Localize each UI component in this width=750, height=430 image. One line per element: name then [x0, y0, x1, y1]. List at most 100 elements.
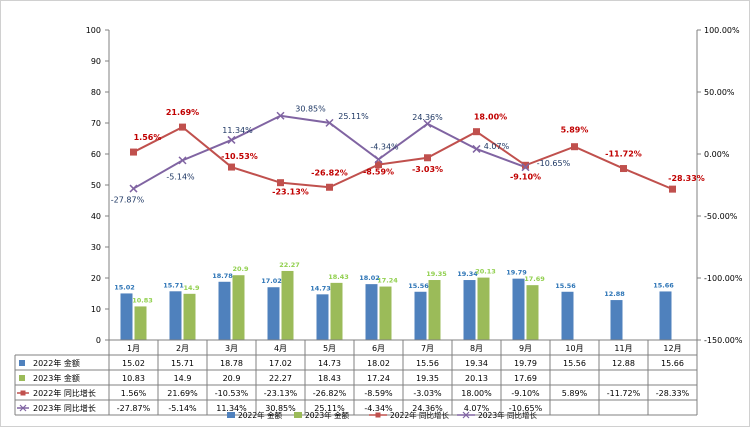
- bar-label-2022: 15.71: [163, 281, 184, 289]
- table-cell: 19.34: [465, 359, 488, 368]
- table-cell: 20.13: [465, 374, 488, 383]
- table-cell: -10.53%: [215, 389, 249, 398]
- bar-2022: [267, 287, 280, 340]
- right-tick-label: -150.00%: [704, 336, 743, 345]
- table-cell: 17.24: [367, 374, 390, 383]
- right-tick-label: 50.00%: [704, 88, 735, 97]
- marker-2022: [571, 143, 578, 151]
- marker-2022: [424, 154, 431, 162]
- legend-item: 2023年 金额: [294, 410, 349, 420]
- line-label-2022: -11.72%: [605, 150, 642, 159]
- bar-label-2022: 12.88: [604, 290, 625, 298]
- table-cell: 24.36%: [412, 404, 443, 413]
- marker-2023: [374, 155, 383, 164]
- table-cell: 20.9: [223, 374, 241, 383]
- legend-label: 2023年 同比增长: [478, 410, 537, 420]
- left-tick-label: 20: [91, 274, 101, 283]
- left-tick-label: 30: [91, 243, 101, 252]
- left-tick-label: 40: [91, 212, 101, 221]
- bar-label-2023: 17.24: [377, 277, 398, 285]
- marker-2023: [325, 118, 334, 127]
- line-label-2023: 11.34%: [222, 126, 253, 135]
- table-cell: 5.89%: [562, 389, 588, 398]
- right-tick-label: 100.00%: [704, 26, 740, 35]
- legend-item: 2022年 金额: [227, 410, 282, 420]
- legend-key-swatch: [19, 375, 25, 381]
- table-cell: -23.13%: [264, 389, 298, 398]
- legend-label: 2022年 同比增长: [390, 410, 449, 420]
- table-cell: -4.34%: [364, 404, 393, 413]
- line-2022-growth: [133, 125, 673, 191]
- line-label-2022: 5.89%: [561, 126, 589, 135]
- bar-label-2022: 15.02: [114, 283, 135, 291]
- data-table: 1月 2月 3月 4月 5月 6月 7月 8月 9月 10月 11月 12月 2022年 金额 15.02…: [14, 339, 698, 416]
- bar-2022: [463, 280, 476, 340]
- table-cell: 18.00%: [461, 389, 492, 398]
- marker-2022: [179, 123, 186, 131]
- marker-2023-stroke: [472, 144, 481, 153]
- line-label-2023: 30.85%: [295, 105, 326, 114]
- table-row-label: 2022年 金额: [33, 358, 80, 368]
- table-cell: 15.56: [563, 359, 586, 368]
- left-tick-label: 60: [91, 150, 101, 159]
- bar-label-2022: 15.56: [408, 282, 429, 290]
- right-tick-label: -100.00%: [704, 274, 743, 283]
- left-tick-label: 100: [86, 26, 101, 35]
- bar-2023: [183, 293, 196, 340]
- table-cell: -11.72%: [607, 389, 641, 398]
- category-label: 11月: [614, 344, 632, 353]
- left-tick-label: 70: [91, 119, 101, 128]
- table-cell: -10.65%: [509, 404, 543, 413]
- line-label-2023: 24.36%: [412, 113, 443, 122]
- left-tick-label: 80: [91, 88, 101, 97]
- table-cell: 18.43: [318, 374, 341, 383]
- table-cell: 14.73: [318, 359, 341, 368]
- table-cell: 1.56%: [121, 389, 147, 398]
- table-cell: 10.83: [122, 374, 145, 383]
- category-label: 1月: [127, 344, 140, 353]
- bar-label-2022: 18.78: [212, 272, 233, 280]
- marker-2023-stroke: [129, 184, 138, 193]
- right-tick-label: -50.00%: [704, 212, 738, 221]
- marker-2022: [326, 183, 333, 191]
- line-label-2022: -3.03%: [412, 165, 443, 174]
- line-label-2022: -26.82%: [311, 168, 348, 177]
- bar-2022: [659, 291, 672, 340]
- bar-2022: [414, 291, 427, 340]
- line-label-2022: -23.13%: [272, 188, 309, 197]
- table-cell: -9.10%: [511, 389, 540, 398]
- marker-2023: [423, 119, 432, 128]
- marker-2023-stroke: [374, 155, 383, 164]
- bar-2023: [134, 306, 147, 340]
- legend-key-swatch: [19, 360, 25, 366]
- table-row-label: 2023年 金额: [33, 373, 80, 383]
- bar-2023: [526, 285, 539, 340]
- table-cell: 15.02: [122, 359, 145, 368]
- line-label-2023: -4.34%: [370, 142, 399, 151]
- table-cell: 19.79: [514, 359, 537, 368]
- line-label-2022: 21.69%: [166, 108, 199, 117]
- line-label-2022: -8.59%: [363, 168, 394, 177]
- legend-marker: [462, 411, 470, 419]
- category-label: 2月: [176, 344, 189, 353]
- legend-key-marker: [20, 390, 26, 396]
- bar-label-2022: 18.02: [359, 274, 380, 282]
- bar-label-2023: 17.69: [524, 275, 545, 283]
- marker-2022: [669, 185, 676, 193]
- table-cell: 11.34%: [216, 404, 247, 413]
- legend-swatch: [227, 412, 235, 418]
- table-cell: 18.02: [367, 359, 390, 368]
- line-label-2022: -10.53%: [221, 152, 258, 161]
- bar-2023: [281, 270, 294, 340]
- category-label: 6月: [372, 344, 385, 353]
- legend-label: 2023年 金额: [305, 410, 349, 420]
- legend: 2022年 金额 2023年 金额 2022年 同比增长 2023年 同比增长: [227, 410, 537, 420]
- left-tick-label: 0: [96, 336, 101, 345]
- bar-label-2023: 22.27: [279, 261, 300, 269]
- category-label: 12月: [663, 344, 681, 353]
- table-cell: 21.69%: [167, 389, 198, 398]
- table-cell: 12.88: [612, 359, 635, 368]
- table-cell: 22.27: [269, 374, 292, 383]
- table-cell: 18.78: [220, 359, 243, 368]
- marker-2023-stroke: [521, 163, 530, 172]
